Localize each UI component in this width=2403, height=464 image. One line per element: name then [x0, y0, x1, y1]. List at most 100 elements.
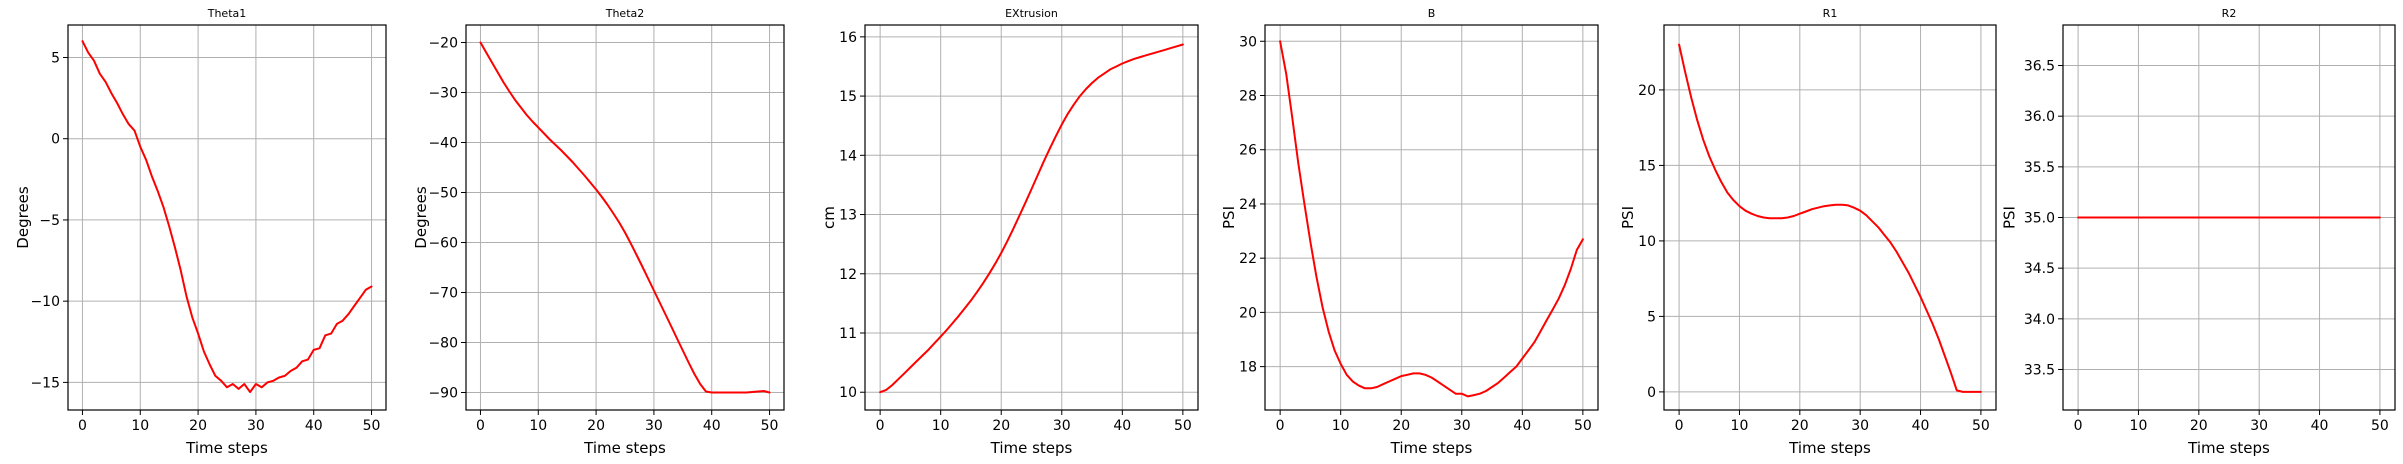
x-axis-label: Time steps [1390, 439, 1473, 457]
y-tick-label: 16 [839, 30, 857, 46]
x-tick-label: 40 [305, 418, 323, 434]
chart-title: EXtrusion [1005, 7, 1058, 20]
y-tick-label: 13 [839, 208, 857, 224]
x-axis-label: Time steps [1788, 439, 1871, 457]
series-line [879, 43, 1184, 394]
y-tick-label: 33.5 [2024, 362, 2055, 378]
y-tick-label: 0 [1647, 385, 1656, 401]
x-tick-label: 40 [703, 418, 721, 434]
y-tick-label: 15 [839, 89, 857, 105]
chart-title: R2 [2222, 7, 2237, 20]
y-tick-label: 15 [1638, 158, 1656, 174]
x-tick-label: 10 [529, 418, 547, 434]
y-tick-label: 5 [1647, 309, 1656, 325]
y-tick-label: −50 [428, 186, 458, 202]
x-tick-label: 50 [1574, 418, 1592, 434]
x-tick-label: 20 [587, 418, 605, 434]
y-tick-label: 36.5 [2024, 59, 2055, 75]
y-tick-label: 36.0 [2024, 109, 2055, 125]
x-tick-label: 50 [363, 418, 381, 434]
y-tick-label: 22 [1239, 251, 1257, 267]
axes-frame [465, 24, 785, 411]
y-axis-label: PSI [1220, 206, 1238, 229]
y-tick-label: 5 [51, 50, 60, 66]
axes-frame [864, 24, 1199, 411]
y-tick-label: −30 [428, 86, 458, 102]
y-tick-label: 35.5 [2024, 160, 2055, 176]
x-tick-label: 40 [1113, 418, 1131, 434]
x-tick-label: 20 [992, 418, 1010, 434]
series-line [1279, 40, 1584, 398]
y-tick-label: 35.0 [2024, 211, 2055, 227]
x-tick-label: 10 [932, 418, 950, 434]
x-tick-label: 30 [247, 418, 265, 434]
series-line [1678, 43, 1982, 393]
x-tick-label: 30 [645, 418, 663, 434]
y-axis-label: Degrees [412, 186, 430, 249]
y-tick-label: 26 [1239, 143, 1257, 159]
x-tick-label: 0 [476, 418, 485, 434]
x-tick-label: 30 [1851, 418, 1869, 434]
x-tick-label: 30 [2250, 418, 2268, 434]
axes-frame [67, 24, 387, 411]
y-tick-label: 30 [1239, 34, 1257, 50]
y-axis-label: PSI [1619, 206, 1637, 229]
x-tick-label: 0 [1675, 418, 1684, 434]
x-tick-label: 50 [1972, 418, 1990, 434]
x-axis-label: Time steps [185, 439, 268, 457]
x-tick-label: 30 [1053, 418, 1071, 434]
x-axis-label: Time steps [583, 439, 666, 457]
y-tick-label: −80 [428, 336, 458, 352]
y-tick-label: 10 [1638, 234, 1656, 250]
y-tick-label: 34.0 [2024, 312, 2055, 328]
x-tick-label: 0 [78, 418, 87, 434]
x-tick-label: 30 [1453, 418, 1471, 434]
y-axis-label: Degrees [14, 186, 32, 249]
x-tick-label: 20 [2190, 418, 2208, 434]
x-tick-label: 50 [2371, 418, 2389, 434]
x-tick-label: 10 [1332, 418, 1350, 434]
y-tick-label: 12 [839, 267, 857, 283]
y-tick-label: 20 [1638, 83, 1656, 99]
y-tick-label: 0 [51, 132, 60, 148]
y-tick-label: 18 [1239, 360, 1257, 376]
x-tick-label: 20 [1791, 418, 1809, 434]
y-tick-label: −10 [30, 294, 60, 310]
y-tick-label: −90 [428, 386, 458, 402]
chart-title: Theta2 [605, 7, 645, 20]
y-tick-label: 11 [839, 326, 857, 342]
chart-title: B [1428, 7, 1436, 20]
series-line [479, 41, 771, 394]
x-tick-label: 20 [1392, 418, 1410, 434]
x-tick-label: 10 [2130, 418, 2148, 434]
y-tick-label: −70 [428, 286, 458, 302]
x-tick-label: 50 [1174, 418, 1192, 434]
y-tick-label: −20 [428, 36, 458, 52]
axes-frame [1663, 24, 1997, 411]
chart-title: R1 [1823, 7, 1838, 20]
series-line [81, 40, 373, 394]
x-tick-label: 0 [1276, 418, 1285, 434]
y-tick-label: 14 [839, 148, 857, 164]
x-tick-label: 40 [2311, 418, 2329, 434]
y-axis-label: cm [820, 206, 838, 229]
x-tick-label: 10 [1731, 418, 1749, 434]
y-tick-label: 28 [1239, 88, 1257, 104]
y-tick-label: −15 [30, 375, 60, 391]
y-tick-label: 10 [839, 385, 857, 401]
x-tick-label: 10 [131, 418, 149, 434]
x-tick-label: 50 [761, 418, 779, 434]
x-tick-label: 0 [2074, 418, 2083, 434]
y-tick-label: 34.5 [2024, 261, 2055, 277]
y-tick-label: −40 [428, 136, 458, 152]
x-axis-label: Time steps [990, 439, 1073, 457]
y-tick-label: 20 [1239, 305, 1257, 321]
x-tick-label: 40 [1912, 418, 1930, 434]
y-tick-label: −5 [39, 213, 60, 229]
chart-title: Theta1 [207, 7, 247, 20]
y-tick-label: 24 [1239, 197, 1257, 213]
y-axis-label: PSI [2001, 206, 2019, 229]
axes-frame [1264, 24, 1599, 411]
x-tick-label: 0 [876, 418, 885, 434]
